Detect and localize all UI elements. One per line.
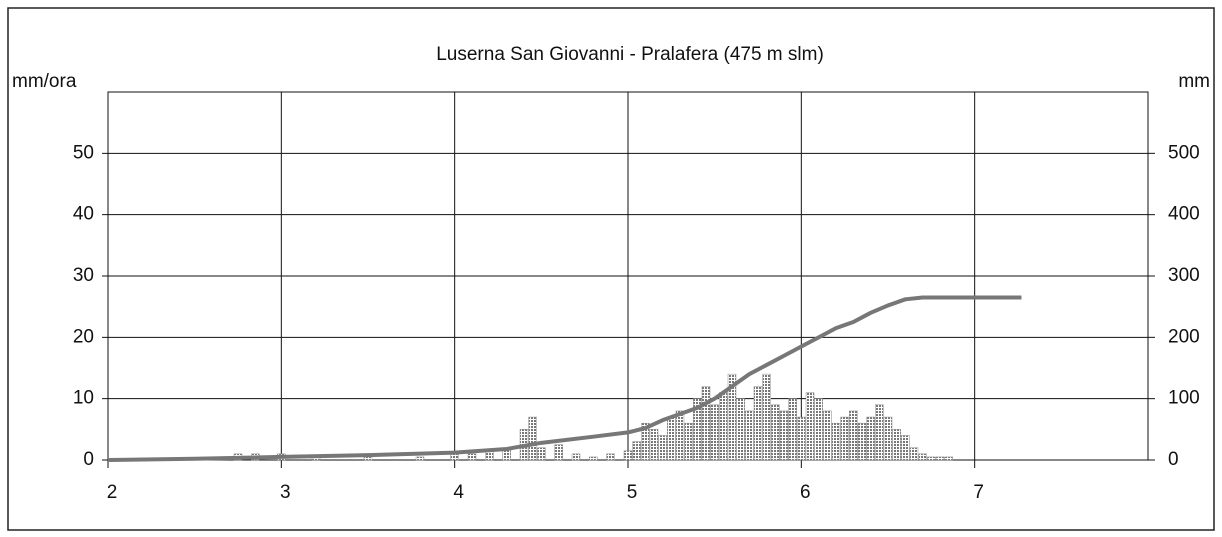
x-tick-label: 5 [627,482,638,503]
y-tick-label: 0 [83,449,94,470]
bar [762,373,771,461]
y2-tick-label: 0 [1168,449,1179,470]
bar [623,450,633,461]
bar [415,456,425,461]
x-tick-label: 4 [453,482,464,503]
bar [866,416,875,461]
bar [927,456,936,461]
bar [771,404,780,461]
bar [840,416,849,461]
bar [675,410,685,461]
y2-axis-label: mm [1178,71,1210,92]
bar [944,456,953,461]
bar [831,422,841,461]
bar [710,404,719,461]
bar [892,429,901,461]
y-tick-label: 10 [73,388,94,409]
bar [823,410,832,461]
bar [883,416,893,461]
bar [641,422,650,461]
bar [857,422,867,461]
bar [528,416,537,461]
bar [935,456,945,461]
bar [363,456,373,461]
bar [684,422,693,461]
bar [736,398,745,461]
bar [788,398,797,461]
y-tick-label: 40 [73,204,94,225]
bar [814,398,823,461]
y2-tick-label: 200 [1168,326,1200,347]
x-tick-label: 6 [800,482,811,503]
y-axis-label: mm/ora [12,71,77,92]
y2-tick-label: 500 [1168,142,1200,163]
bar [606,453,615,461]
y-tick-label: 20 [73,326,94,347]
bar [918,453,927,461]
bar [875,404,884,461]
bar [450,453,459,461]
bar [909,447,919,461]
bar [589,456,598,461]
bar [719,392,728,461]
bar [693,398,702,461]
bar [649,429,659,461]
frame [7,7,1215,531]
y2-tick-label: 300 [1168,265,1200,286]
bar [849,410,858,461]
bar [901,435,910,461]
bar [632,441,641,461]
chart-title: Luserna San Giovanni - Pralafera (475 m … [436,44,824,65]
x-tick-label: 2 [107,482,118,503]
x-tick-label: 7 [973,482,984,503]
x-tick-label: 3 [280,482,291,503]
bar [467,453,477,461]
cumulative-line [107,295,1022,462]
bar [658,435,667,461]
y-tick-label: 30 [73,265,94,286]
bar [537,447,546,461]
bar [554,444,563,461]
bar [571,453,581,461]
bar [745,410,754,461]
y2-tick-label: 400 [1168,204,1200,225]
bar [753,386,763,461]
bar [805,392,815,461]
bar [667,416,676,461]
bar [701,386,711,461]
y-tick-label: 50 [73,142,94,163]
bar [727,373,737,461]
bar [797,416,806,461]
y2-tick-label: 100 [1168,388,1200,409]
bar [779,410,789,461]
